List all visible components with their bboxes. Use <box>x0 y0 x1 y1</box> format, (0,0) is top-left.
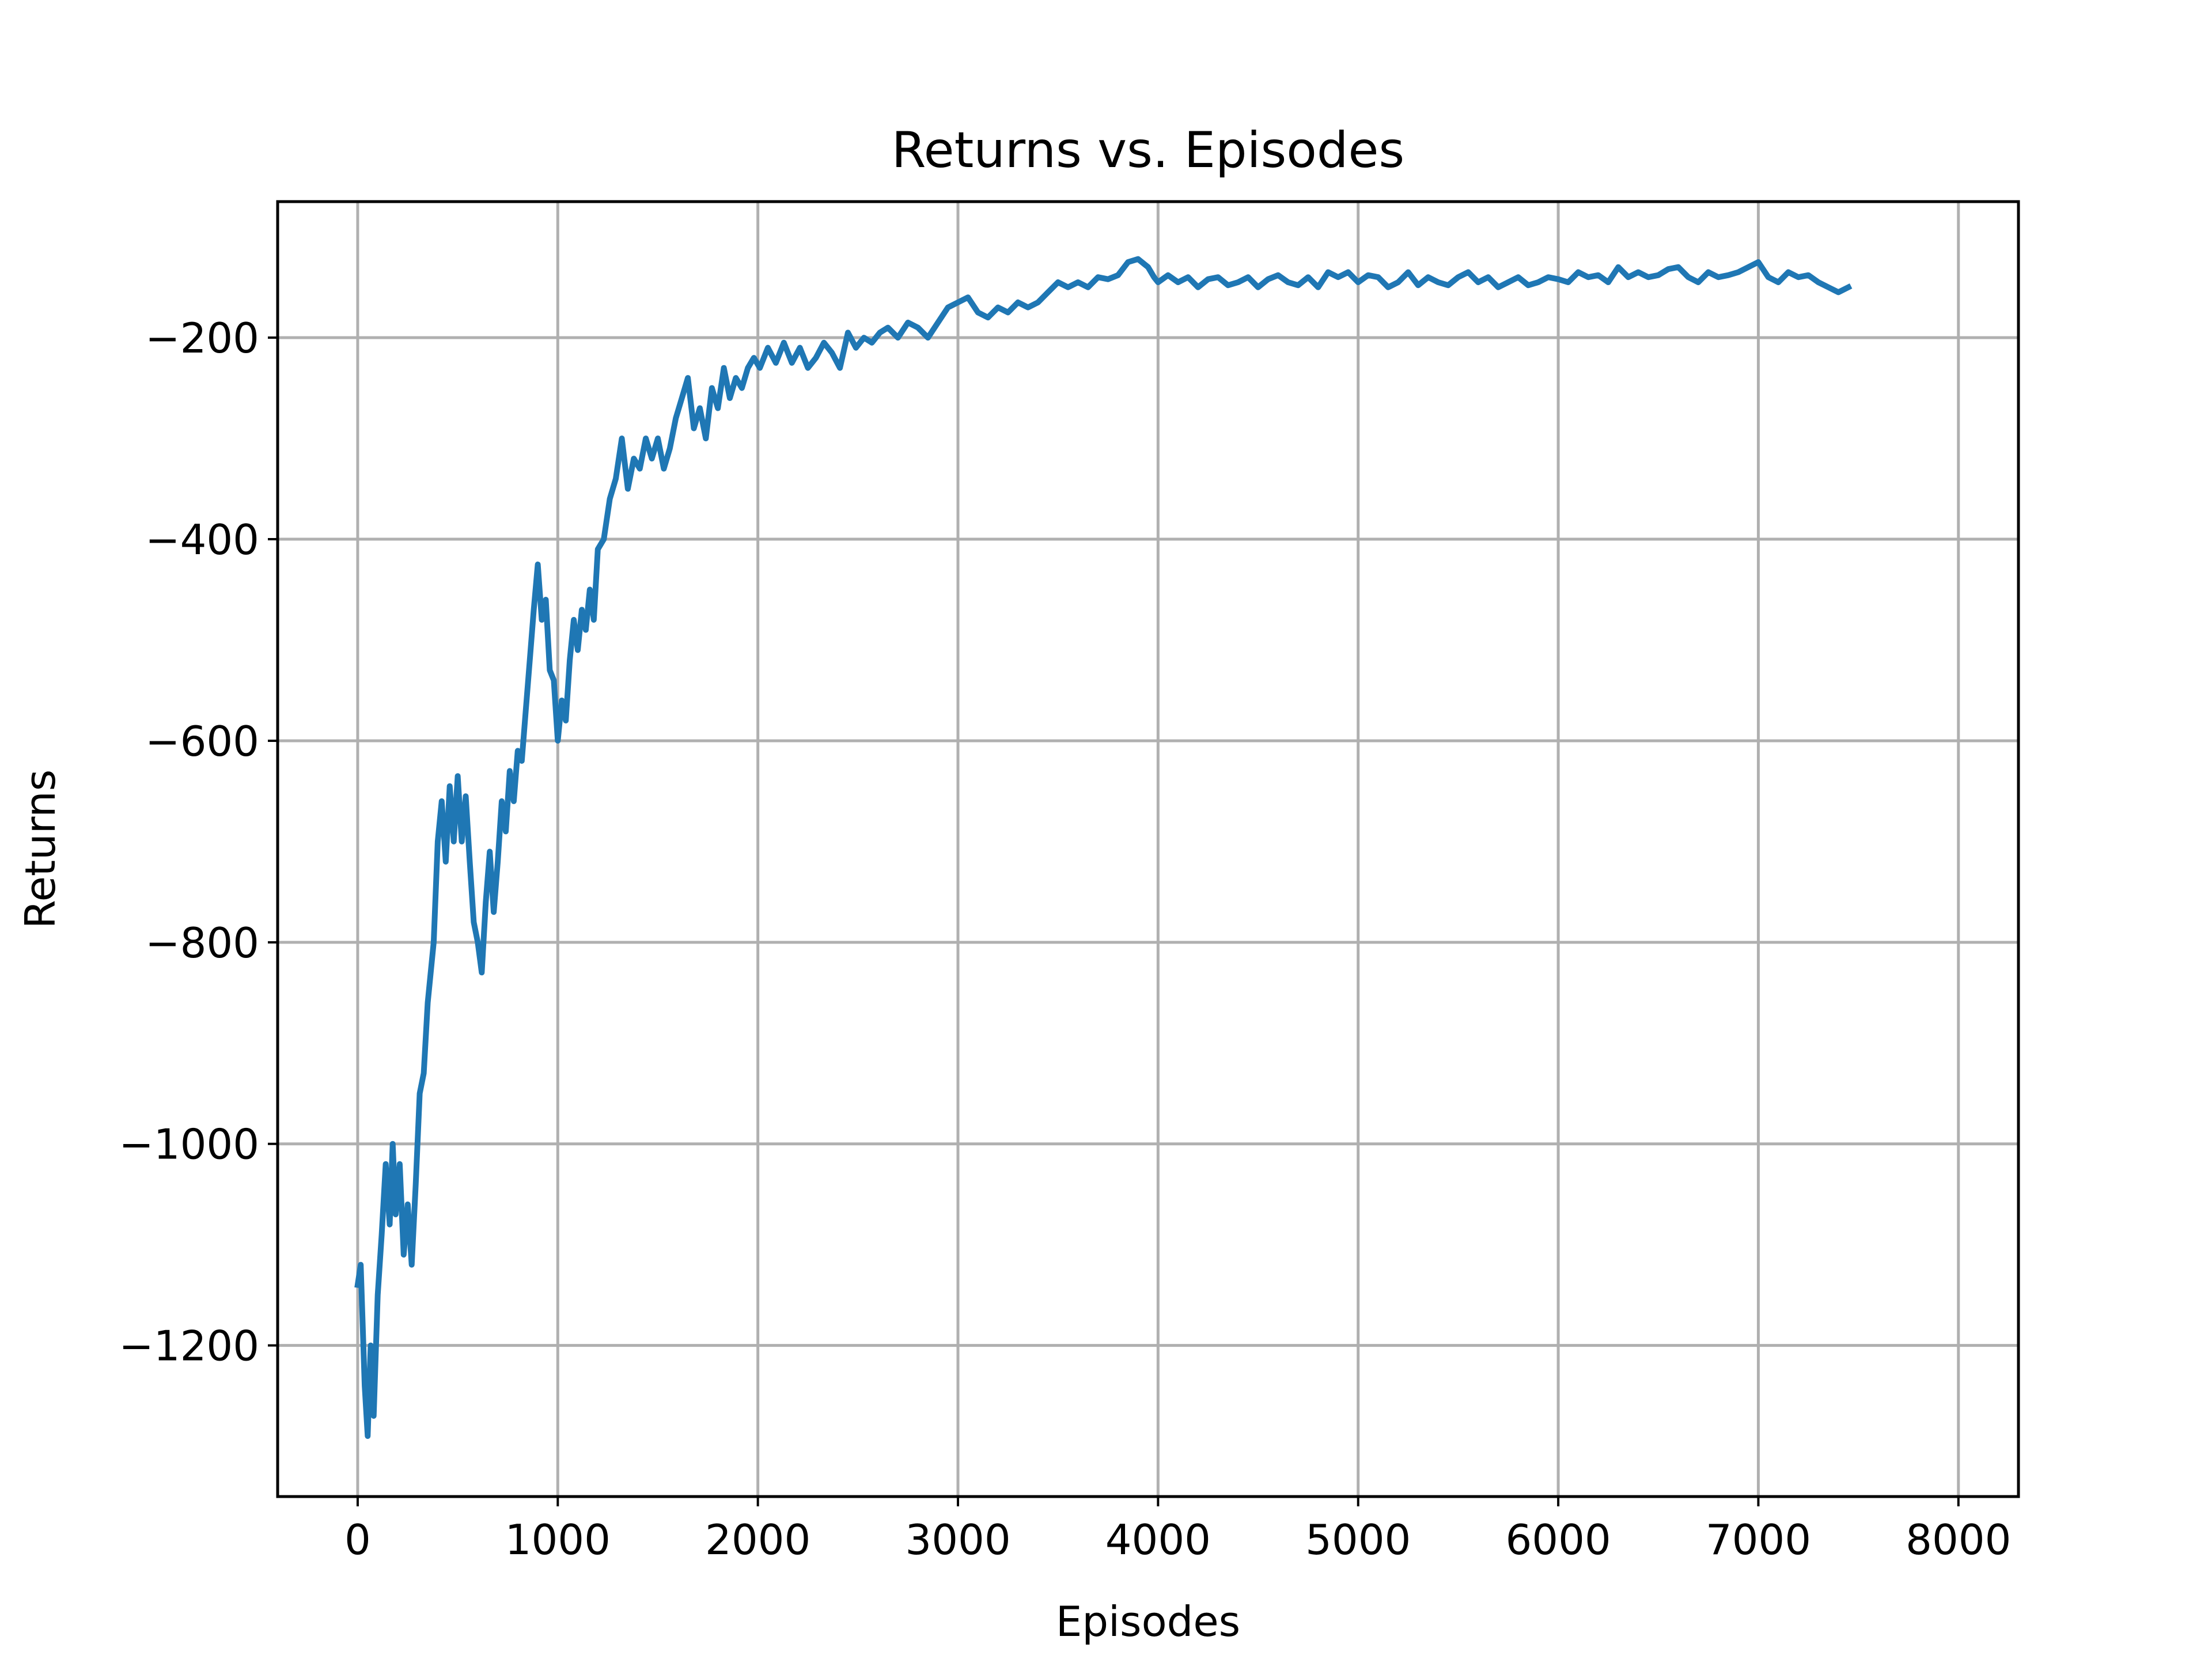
x-axis-label: Episodes <box>1056 1597 1240 1646</box>
y-tick-label: −800 <box>145 919 259 967</box>
y-tick-label: −400 <box>145 516 259 564</box>
x-tick-label: 2000 <box>705 1516 810 1564</box>
y-tick-label: −600 <box>145 717 259 766</box>
y-tick-label: −1200 <box>119 1322 259 1370</box>
y-tick-label: −200 <box>145 314 259 362</box>
axis-ticks: 0 1000 2000 3000 4000 5000 6000 7000 8000 −1200 −1… <box>119 314 2011 1564</box>
returns-series-line <box>354 256 1853 1439</box>
chart-title: Returns vs. Episodes <box>892 122 1404 179</box>
x-tick-label: 4000 <box>1105 1516 1211 1564</box>
x-tick-label: 8000 <box>1906 1516 2011 1564</box>
x-tick-label: 5000 <box>1305 1516 1411 1564</box>
x-tick-label: 6000 <box>1505 1516 1611 1564</box>
x-tick-label: 3000 <box>905 1516 1010 1564</box>
y-axis-label: Returns <box>16 770 65 929</box>
plot-area-background <box>278 202 2018 1497</box>
plot-frame <box>276 200 2020 1498</box>
x-tick-label: 1000 <box>505 1516 611 1564</box>
x-tick-label: 7000 <box>1706 1516 1811 1564</box>
y-tick-label: −1000 <box>119 1120 259 1169</box>
series-layer <box>354 256 1853 1439</box>
grid-lines <box>278 202 2018 1497</box>
x-tick-label: 0 <box>344 1516 371 1564</box>
